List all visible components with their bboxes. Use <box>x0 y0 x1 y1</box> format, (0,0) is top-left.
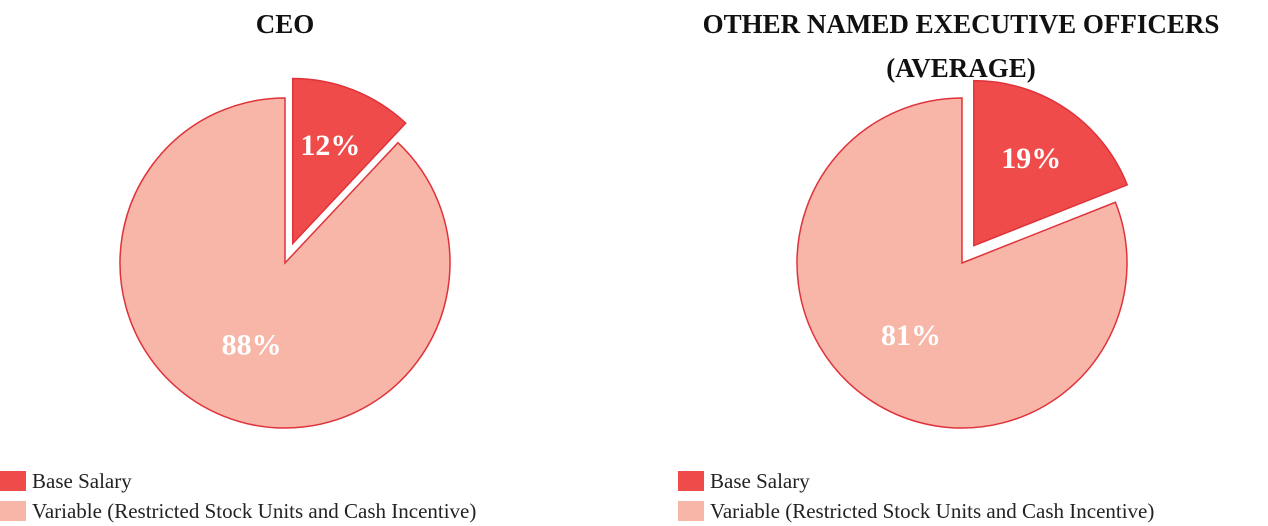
legend-entry: Base Salary <box>678 466 1154 496</box>
value-label: 12% <box>300 129 360 162</box>
legend: Base Salary Variable (Restricted Stock Un… <box>0 466 476 526</box>
chart-title: CEO <box>255 9 315 39</box>
legend-entry: Variable (Restricted Stock Units and Cas… <box>678 496 1154 526</box>
legend-swatch <box>678 471 704 491</box>
legend-entry: Base Salary <box>0 466 476 496</box>
value-label: 81% <box>881 319 941 352</box>
legend-swatch <box>0 501 26 521</box>
legend-label: Base Salary <box>32 468 132 493</box>
pie-slice <box>291 77 407 246</box>
value-label: 19% <box>1001 142 1061 175</box>
chart-title: OTHER NAMED EXECUTIVE OFFICERS (AVERAGE) <box>702 9 1220 83</box>
legend: Base Salary Variable (Restricted Stock Un… <box>678 466 1154 526</box>
legend-label: Variable (Restricted Stock Units and Cas… <box>32 498 477 523</box>
pie-slice <box>973 79 1129 247</box>
legend-swatch <box>0 471 26 491</box>
pie-slice <box>796 97 1128 429</box>
legend-swatch <box>678 501 704 521</box>
pie-slice <box>119 97 451 429</box>
legend-entry: Variable (Restricted Stock Units and Cas… <box>0 496 476 526</box>
legend-label: Variable (Restricted Stock Units and Cas… <box>710 498 1155 523</box>
value-label: 88% <box>222 328 282 361</box>
legend-label: Base Salary <box>710 468 810 493</box>
